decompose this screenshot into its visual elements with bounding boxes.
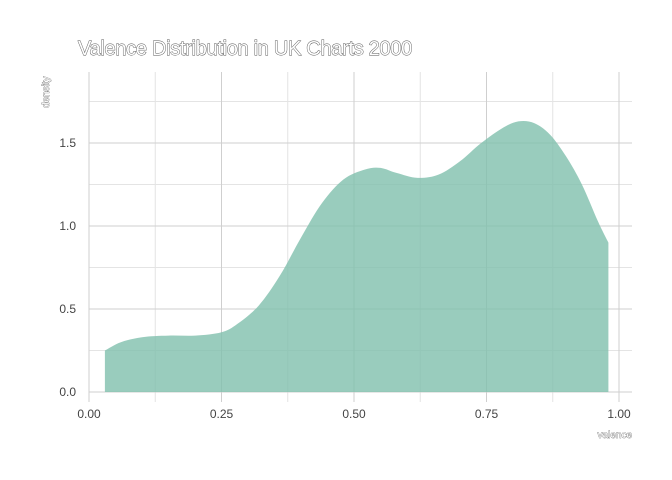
y-tick-label: 1.0	[59, 219, 76, 233]
x-axis-label: valence	[598, 430, 633, 441]
y-tick-label: 1.5	[59, 136, 76, 150]
x-tick-label: 1.00	[607, 407, 631, 421]
y-axis-ticks: 0.0 0.5 1.0 1.5	[59, 136, 76, 399]
y-axis-label: density	[41, 76, 52, 108]
x-tick-label: 0.25	[210, 407, 234, 421]
chart-title: Valence Distribution in UK Charts 2000	[78, 38, 412, 60]
x-axis-ticks: 0.00 0.25 0.50 0.75 1.00	[77, 407, 631, 421]
x-tick-label: 0.50	[342, 407, 366, 421]
x-tick-label: 0.75	[475, 407, 499, 421]
x-tick-label: 0.00	[77, 407, 101, 421]
y-tick-label: 0.5	[59, 302, 76, 316]
density-area	[104, 120, 609, 392]
y-tick-label: 0.0	[59, 385, 76, 399]
